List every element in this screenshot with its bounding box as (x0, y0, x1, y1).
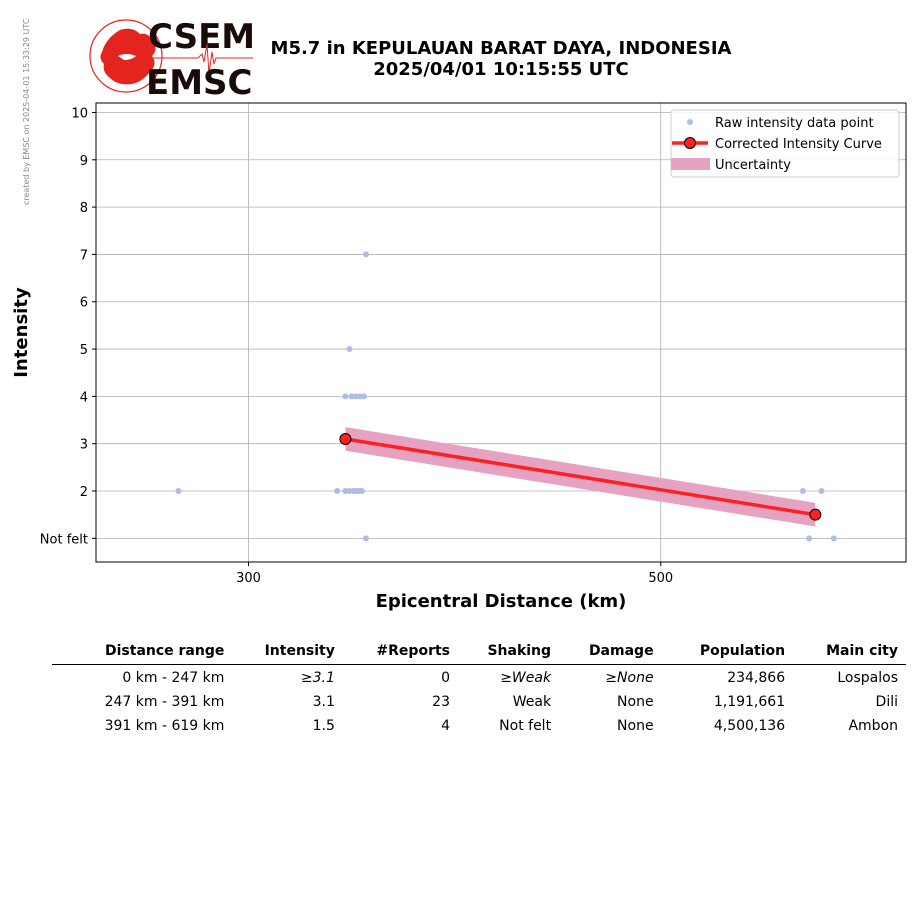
corrected-intensity-line (345, 437, 816, 517)
table-cell: 0 km - 247 km (122, 669, 225, 686)
table-cell: 3.1 (312, 693, 335, 710)
table-cell: 4,500,136 (713, 717, 786, 734)
legend-box (670, 109, 900, 178)
table-cell: 1.5 (312, 717, 335, 734)
csem-emsc-logo: CSEM EMSC (89, 17, 253, 100)
column-header: Shaking (458, 640, 560, 665)
raw-data-point (799, 488, 806, 495)
table-cell: 234,866 (727, 669, 786, 686)
column-header: Intensity (232, 640, 343, 665)
y-tick-label: 8 (80, 201, 88, 216)
raw-data-point (334, 488, 341, 495)
logo-bottom-text: EMSC (146, 63, 253, 100)
y-tick-label: 9 (80, 154, 88, 169)
column-header: #Reports (342, 640, 458, 665)
y-tick-label: 3 (80, 438, 88, 453)
table-cell: 23 (432, 693, 450, 710)
table-cell: 1,191,661 (713, 693, 786, 710)
corrected-intensity-marker (809, 508, 822, 521)
table-cell: 247 km - 391 km (104, 693, 225, 710)
chart-title: M5.7 in KEPULAUAN BARAT DAYA, INDONESIA … (250, 38, 752, 80)
legend-band-swatch (671, 158, 710, 170)
logo-top-text: CSEM (148, 17, 253, 57)
raw-data-point (830, 535, 837, 542)
table-cell: Lospalos (837, 669, 898, 686)
column-header: Distance range (52, 640, 233, 665)
y-tick-label: 4 (80, 390, 88, 405)
raw-data-point (363, 535, 369, 542)
legend-label: Raw intensity data point (715, 116, 874, 131)
legend-label: Corrected Intensity Curve (715, 137, 882, 152)
raw-data-point (342, 488, 349, 495)
corrected-intensity-marker (339, 432, 352, 445)
raw-data-point (348, 393, 355, 400)
table-row: 0 km - 247 km ≥3.1 0 ≥Weak ≥None 234,866 Lospa… (52, 665, 906, 690)
raw-data-point (363, 251, 369, 258)
y-tick-label: 10 (71, 106, 88, 121)
title-datetime: 2025/04/01 10:15:55 UTC (373, 59, 629, 80)
table-cell: ≥Weak (500, 669, 552, 686)
y-axis-label: Intensity (11, 287, 32, 378)
table-cell: 391 km - 619 km (104, 717, 225, 734)
column-header: Main city (793, 640, 906, 665)
table-cell: Weak (512, 693, 552, 710)
x-tick-label: 300 (236, 571, 261, 586)
raw-data-point (360, 393, 367, 400)
raw-data-point (356, 393, 363, 400)
table-cell: ≥3.1 (300, 669, 335, 686)
table-header-row: Distance range Intensity #Reports Shaking Da… (52, 640, 906, 665)
legend: Raw intensity data point Corrected Intens… (670, 109, 900, 178)
column-header: Population (661, 640, 794, 665)
plot-frame (95, 102, 907, 563)
y-tick-label: 6 (80, 296, 88, 311)
table-cell: 4 (441, 717, 450, 734)
raw-data-point (346, 346, 353, 353)
raw-data-point (818, 488, 825, 495)
y-tick-label: Not felt (40, 532, 88, 547)
table-cell: None (617, 717, 654, 734)
table-row: 247 km - 391 km 3.1 23 Weak None 1,191,661 Dil… (52, 689, 906, 713)
legend-label: Uncertainty (715, 158, 791, 173)
y-tick-label: 5 (80, 343, 88, 358)
intensity-chart: 300 500 Not felt 2 3 4 5 6 7 8 9 10 Epicentral Dista… (11, 102, 907, 612)
x-tick-label: 500 (648, 571, 673, 586)
raw-data-point (806, 535, 813, 542)
table-cell: None (617, 693, 654, 710)
table-row: 391 km - 619 km 1.5 4 Not felt None 4,500,136… (52, 713, 906, 737)
raw-data-point (358, 488, 365, 495)
raw-data-point (346, 488, 353, 495)
seismogram-icon (150, 43, 253, 75)
table-cell: 0 (441, 669, 450, 686)
legend-point-swatch (687, 119, 693, 125)
raw-data-point (352, 393, 359, 400)
legend-marker-swatch (684, 137, 696, 149)
raw-data-point (342, 393, 349, 400)
x-axis-label: Epicentral Distance (km) (376, 591, 627, 612)
table-cell: Not felt (499, 717, 552, 734)
table-cell: Ambon (848, 717, 898, 734)
y-tick-label: 7 (80, 248, 88, 263)
title-event: M5.7 in KEPULAUAN BARAT DAYA, INDONESIA (270, 38, 732, 59)
column-header: Damage (559, 640, 662, 665)
table-cell: ≥None (605, 669, 654, 686)
intensity-summary-table: Distance range Intensity #Reports Shaking Da… (52, 640, 906, 737)
y-tick-label: 2 (80, 485, 88, 500)
table-cell: Dili (875, 693, 898, 710)
raw-data-point (175, 488, 182, 495)
